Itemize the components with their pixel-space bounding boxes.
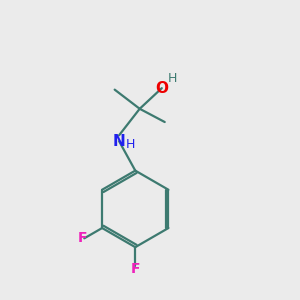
Text: F: F	[130, 262, 140, 276]
Text: H: H	[126, 138, 136, 151]
Text: O: O	[155, 81, 168, 96]
Text: N: N	[113, 134, 125, 149]
Text: F: F	[78, 231, 88, 245]
Text: H: H	[167, 72, 177, 85]
